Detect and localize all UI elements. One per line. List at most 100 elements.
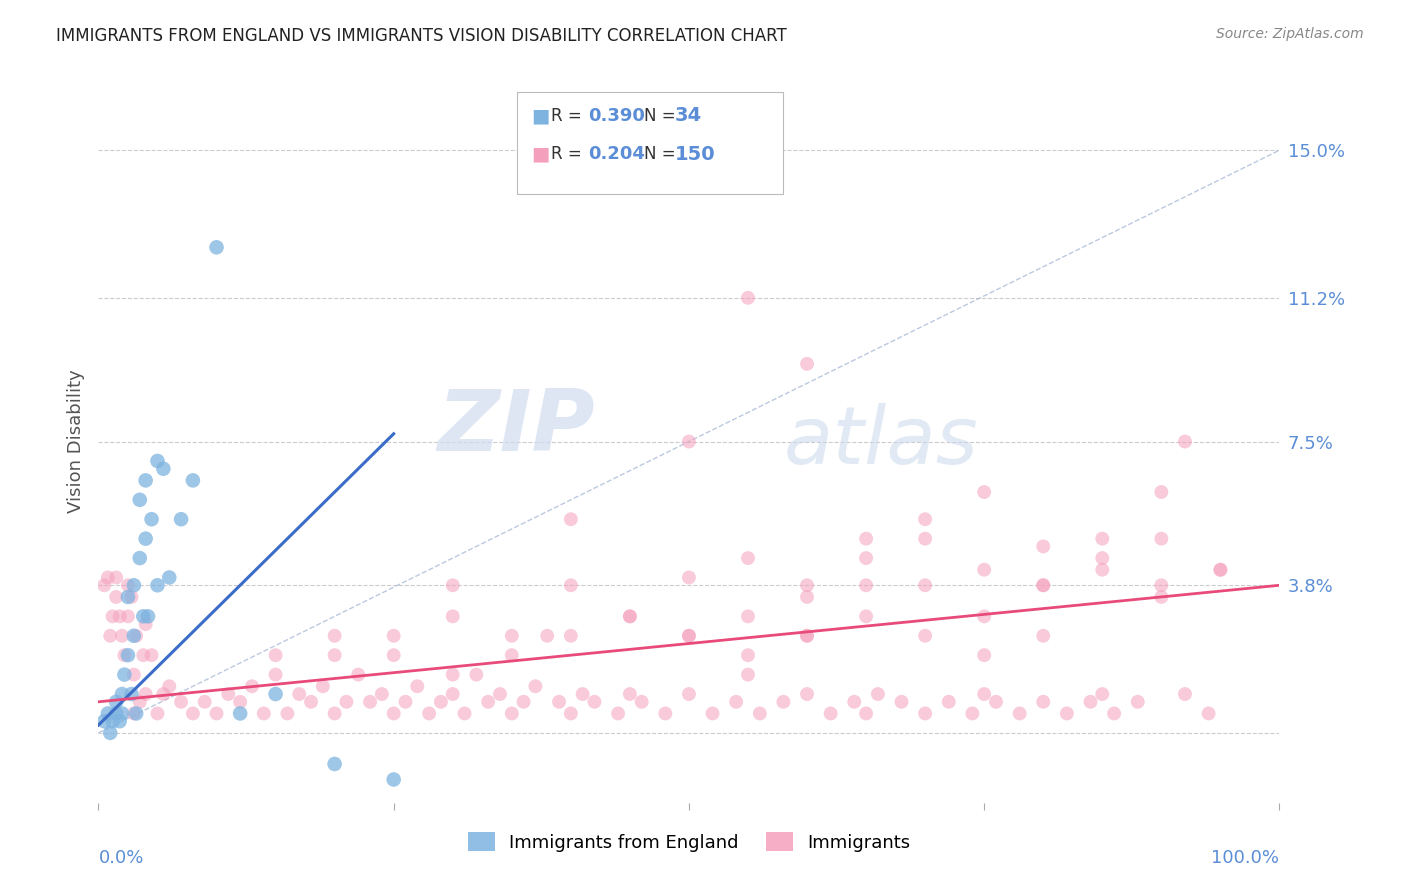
Point xyxy=(536,629,558,643)
Point xyxy=(288,687,311,701)
Point xyxy=(240,679,263,693)
Point xyxy=(229,695,252,709)
Point xyxy=(205,240,228,254)
Point xyxy=(1150,578,1173,592)
Text: 0.204: 0.204 xyxy=(588,145,644,163)
Point xyxy=(465,667,488,681)
Point xyxy=(101,714,124,729)
Point xyxy=(607,706,630,721)
Point xyxy=(844,695,866,709)
Point xyxy=(93,714,115,729)
Point xyxy=(796,590,818,604)
Point xyxy=(394,695,416,709)
Point xyxy=(571,687,593,701)
Point xyxy=(135,617,157,632)
Point xyxy=(477,695,499,709)
Point xyxy=(323,648,346,663)
Point xyxy=(125,629,148,643)
Point xyxy=(1032,695,1054,709)
Point xyxy=(890,695,912,709)
Point xyxy=(855,578,877,592)
Point xyxy=(323,756,346,771)
Point xyxy=(453,706,475,721)
Point xyxy=(1150,590,1173,604)
Point xyxy=(205,706,228,721)
Point xyxy=(1032,629,1054,643)
Point xyxy=(772,695,794,709)
Point xyxy=(1102,706,1125,721)
Point xyxy=(181,474,204,488)
Point xyxy=(737,609,759,624)
Point xyxy=(524,679,547,693)
Point xyxy=(737,551,759,566)
Point xyxy=(122,667,145,681)
Point xyxy=(441,578,464,592)
Text: 34: 34 xyxy=(675,106,702,126)
Point xyxy=(1091,532,1114,546)
Point xyxy=(323,629,346,643)
Point xyxy=(105,570,128,584)
Point xyxy=(973,563,995,577)
Point xyxy=(702,706,724,721)
Text: Source: ZipAtlas.com: Source: ZipAtlas.com xyxy=(1216,27,1364,41)
Point xyxy=(264,667,287,681)
Point xyxy=(312,679,335,693)
Point xyxy=(108,714,131,729)
Point xyxy=(157,679,180,693)
Point xyxy=(914,629,936,643)
Point xyxy=(973,485,995,500)
Point xyxy=(1008,706,1031,721)
Y-axis label: Vision Disability: Vision Disability xyxy=(66,369,84,514)
Point xyxy=(111,687,134,701)
Point xyxy=(501,629,523,643)
Point xyxy=(796,578,818,592)
Point xyxy=(725,695,748,709)
Point xyxy=(855,532,877,546)
Point xyxy=(501,706,523,721)
Text: 100.0%: 100.0% xyxy=(1212,849,1279,867)
Point xyxy=(560,706,582,721)
Point xyxy=(111,629,134,643)
Text: 150: 150 xyxy=(675,145,716,164)
Point xyxy=(146,706,169,721)
Point xyxy=(1080,695,1102,709)
Point xyxy=(146,578,169,592)
Point xyxy=(548,695,571,709)
Point xyxy=(170,512,193,526)
Point xyxy=(117,609,139,624)
Point xyxy=(737,648,759,663)
Text: ■: ■ xyxy=(531,106,550,126)
Text: atlas: atlas xyxy=(783,402,979,481)
Point xyxy=(170,695,193,709)
Point xyxy=(619,609,641,624)
Point xyxy=(748,706,770,721)
Point xyxy=(135,532,157,546)
Point xyxy=(382,648,405,663)
Point xyxy=(654,706,676,721)
Point xyxy=(128,695,150,709)
Point xyxy=(229,706,252,721)
Point xyxy=(111,706,134,721)
Point xyxy=(583,695,606,709)
Point xyxy=(1032,578,1054,592)
Point xyxy=(181,706,204,721)
Text: N =: N = xyxy=(644,107,681,125)
Point xyxy=(112,667,135,681)
Text: 0.390: 0.390 xyxy=(588,107,644,125)
Point xyxy=(866,687,889,701)
Point xyxy=(105,706,128,721)
Point xyxy=(984,695,1007,709)
Point xyxy=(105,695,128,709)
Point xyxy=(371,687,394,701)
Text: R =: R = xyxy=(551,107,588,125)
Point xyxy=(125,706,148,721)
Point xyxy=(152,687,174,701)
Point xyxy=(132,648,155,663)
Point xyxy=(796,357,818,371)
Point xyxy=(962,706,984,721)
Point xyxy=(335,695,357,709)
Point xyxy=(441,667,464,681)
Point xyxy=(1032,540,1054,554)
Point xyxy=(276,706,298,721)
Point xyxy=(737,291,759,305)
